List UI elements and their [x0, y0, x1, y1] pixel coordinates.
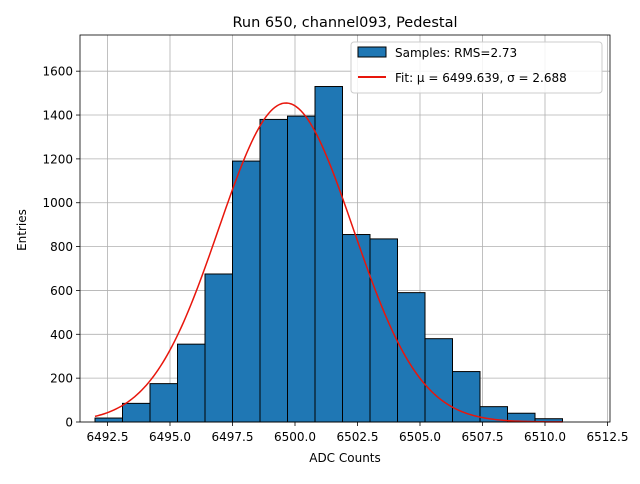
histogram-bar [452, 371, 481, 423]
y-tick-label: 200 [50, 372, 73, 386]
y-axis-label: Entries [15, 209, 29, 251]
y-tick-label: 1600 [42, 65, 73, 79]
histogram-bar [369, 238, 398, 423]
histogram-bar [287, 115, 316, 423]
histogram-bar [232, 160, 261, 423]
x-tick-label: 6495.0 [149, 430, 191, 444]
histogram-bar [94, 417, 123, 423]
fit-curve [94, 102, 563, 423]
x-tick-label: 6492.5 [87, 430, 129, 444]
y-axis-ticks: 0 200 400 600 800 1000 1200 1400 1600 [42, 65, 80, 430]
histogram-bar [259, 118, 288, 423]
x-tick-label: 6500.0 [274, 430, 316, 444]
legend-box [350, 41, 603, 94]
axes-frame [79, 34, 611, 423]
x-tick-label: 6510.0 [524, 430, 566, 444]
y-tick-label: 1400 [42, 109, 73, 123]
histogram-bar [177, 343, 206, 423]
chart-title: Run 650, channel093, Pedestal [232, 15, 457, 31]
x-tick-label: 6497.5 [212, 430, 254, 444]
x-tick-label: 6512.5 [587, 430, 629, 444]
histogram-bar [314, 86, 343, 423]
x-tick-label: 6505.0 [399, 430, 441, 444]
y-tick-label: 1000 [42, 196, 73, 210]
histogram-bar [149, 383, 178, 423]
x-tick-label: 6507.5 [462, 430, 504, 444]
histogram-bars [94, 86, 563, 423]
legend-samples-label: Samples: RMS=2.73 [395, 46, 517, 60]
y-tick-label: 1200 [42, 152, 73, 166]
histogram-bar [397, 292, 426, 423]
x-axis-label: ADC Counts [309, 451, 381, 465]
y-tick-label: 0 [65, 416, 73, 430]
legend-fit-label: Fit: μ = 6499.639, σ = 2.688 [395, 71, 567, 85]
histogram-bar [204, 273, 233, 423]
legend-samples-swatch [357, 46, 387, 58]
histogram-bar [122, 402, 151, 423]
x-tick-label: 6502.5 [337, 430, 379, 444]
y-tick-label: 800 [50, 240, 73, 254]
histogram-bar [424, 338, 453, 423]
x-axis-ticks: 6492.5 6495.0 6497.5 6500.0 6502.5 6505.0 6507… [87, 422, 629, 444]
y-tick-label: 400 [50, 328, 73, 342]
y-tick-label: 600 [50, 284, 73, 298]
legend: Samples: RMS=2.73 Fit: μ = 6499.639, σ =… [350, 41, 603, 94]
